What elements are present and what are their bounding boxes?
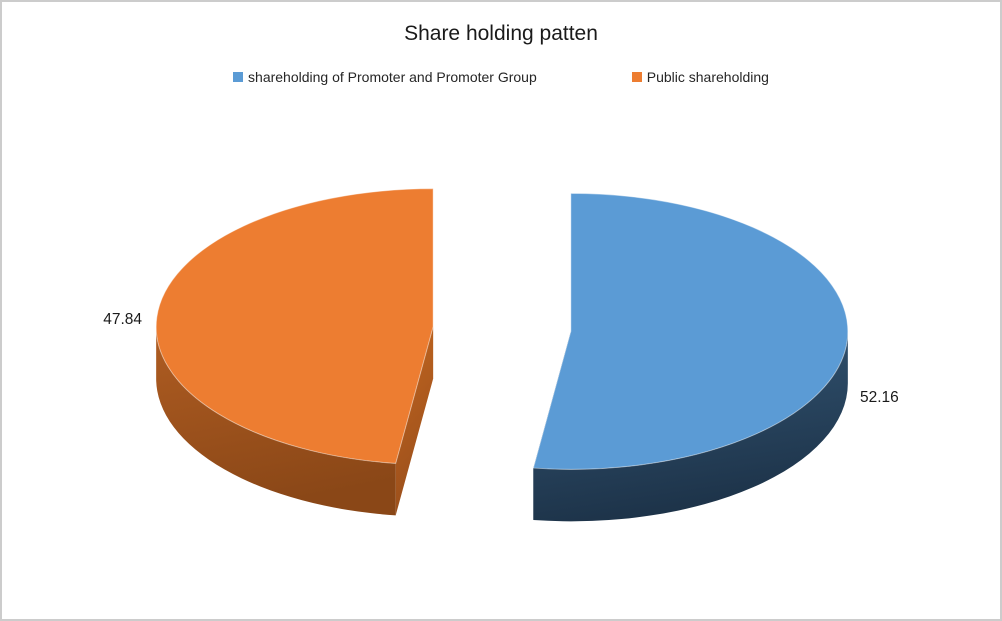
pie-slice-public-top[interactable] bbox=[155, 188, 434, 464]
legend-label-public: Public shareholding bbox=[646, 69, 769, 85]
legend-item-promoter[interactable]: shareholding of Promoter and Promoter Gr… bbox=[233, 69, 537, 85]
legend-label-promoter: shareholding of Promoter and Promoter Gr… bbox=[248, 69, 537, 85]
pie-slice-promoter-top[interactable] bbox=[532, 192, 849, 470]
data-label-public: 47.84 bbox=[103, 311, 142, 328]
data-label-promoter: 52.16 bbox=[860, 389, 899, 406]
pie-slice-public-wall bbox=[156, 326, 396, 516]
legend: shareholding of Promoter and Promoter Gr… bbox=[2, 68, 1000, 86]
pie-slice-public-cut-face bbox=[395, 326, 434, 516]
legend-swatch-public-icon bbox=[631, 72, 642, 82]
legend-swatch-promoter-icon bbox=[233, 72, 244, 82]
legend-item-public[interactable]: Public shareholding bbox=[631, 69, 769, 85]
pie-slice-promoter-wall bbox=[533, 331, 848, 522]
chart-title: Share holding patten bbox=[404, 22, 598, 45]
